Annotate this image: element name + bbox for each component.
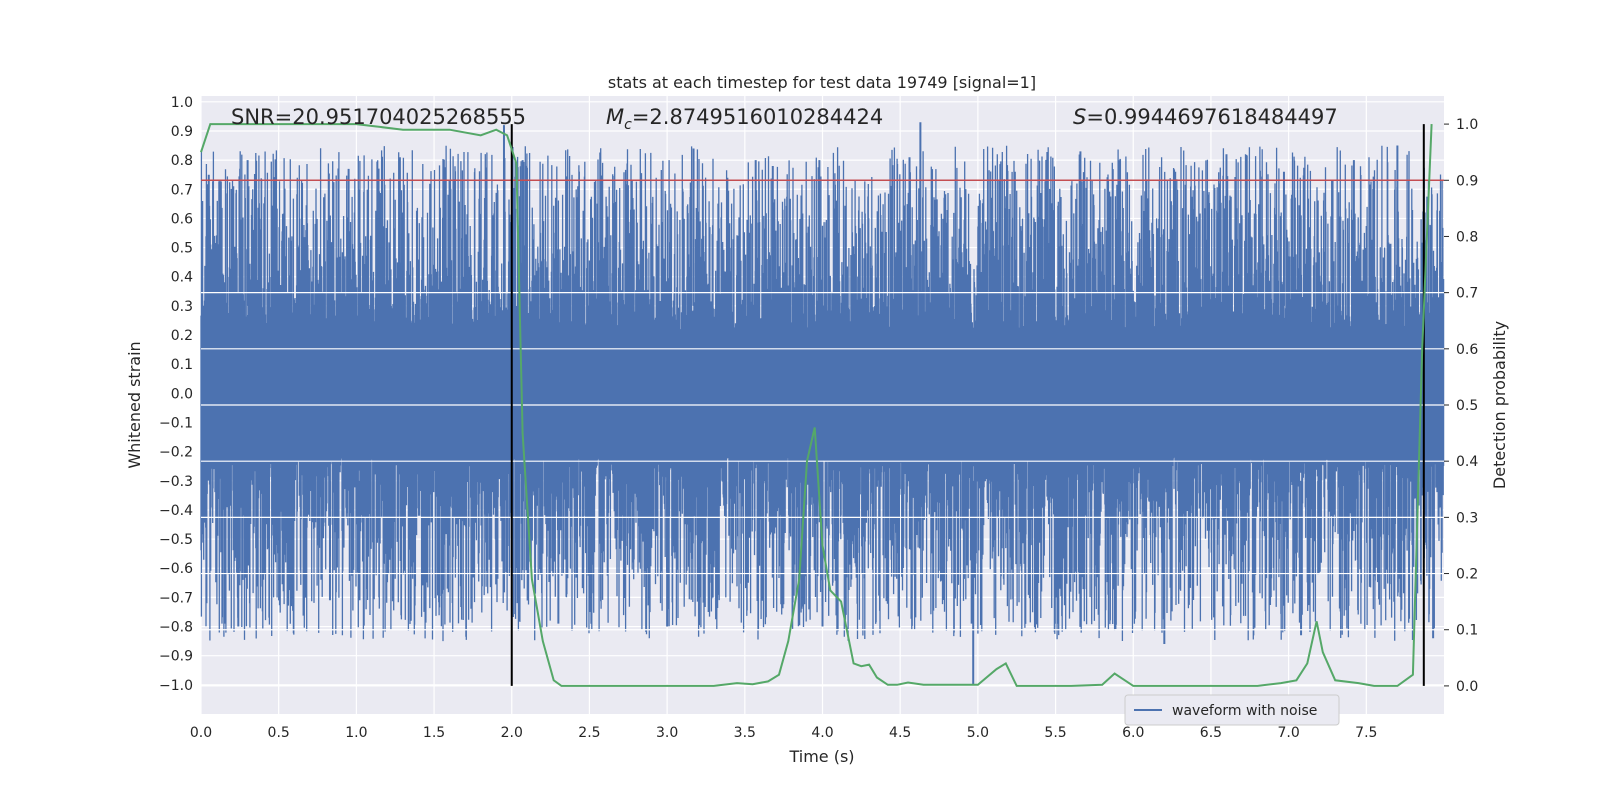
y2-tick-label: 0.8 xyxy=(1456,229,1478,245)
y-tick-label: −0.2 xyxy=(159,445,193,461)
x-tick-label: 5.0 xyxy=(967,725,989,741)
y2-tick-label: 0.6 xyxy=(1456,342,1478,358)
x-tick-label: 7.5 xyxy=(1355,725,1377,741)
y2-tick-label: 1.0 xyxy=(1456,117,1478,133)
y-tick-label: −0.1 xyxy=(159,415,193,431)
y-tick-label: −0.9 xyxy=(159,649,193,665)
probability-series xyxy=(200,123,1433,687)
x-tick-label: 1.0 xyxy=(345,725,367,741)
y-axis-ticks: 1.0 0.9 0.8 0.7 0.6 0.5 0.4 0.3 0.2 0.1 0.0 −0.1 −0.… xyxy=(159,95,193,694)
y2-tick-label: 0.4 xyxy=(1456,454,1478,470)
y2-tick-label: 0.5 xyxy=(1456,398,1478,414)
x-tick-label: 5.5 xyxy=(1044,725,1066,741)
y-tick-label: −0.8 xyxy=(159,620,193,636)
y2-axis-label: Detection probability xyxy=(1490,321,1509,489)
x-tick-label: 3.5 xyxy=(734,725,756,741)
x-tick-label: 4.0 xyxy=(811,725,833,741)
x-tick-label: 6.5 xyxy=(1200,725,1222,741)
y-axis-label: Whitened strain xyxy=(125,341,144,468)
y2-tick-label: 0.7 xyxy=(1456,286,1478,302)
y-tick-label: 0.6 xyxy=(171,211,193,227)
s-value: =0.9944697618484497 xyxy=(1086,105,1337,129)
mc-value: =2.8749516010284424 xyxy=(632,105,883,129)
x-tick-label: 0.0 xyxy=(190,725,212,741)
y-tick-label: −0.7 xyxy=(159,590,193,606)
y-tick-label: −0.4 xyxy=(159,503,193,519)
y-tick-label: 1.0 xyxy=(171,95,193,111)
y2-tick-label: 0.2 xyxy=(1456,567,1478,583)
y-tick-label: −0.3 xyxy=(159,474,193,490)
y-tick-label: 0.5 xyxy=(171,241,193,257)
y-tick-label: 0.8 xyxy=(171,153,193,169)
y-tick-label: 0.9 xyxy=(171,124,193,140)
y2-tick-label: 0.0 xyxy=(1456,679,1478,695)
x-axis-label: Time (s) xyxy=(788,747,854,766)
s-symbol: S xyxy=(1073,105,1086,129)
y-tick-label: 0.0 xyxy=(171,386,193,402)
y-tick-label: −0.6 xyxy=(159,561,193,577)
y2-tick-label: 0.3 xyxy=(1456,510,1478,526)
x-tick-label: 4.5 xyxy=(889,725,911,741)
x-tick-label: 3.0 xyxy=(656,725,678,741)
snr-annotation: SNR=20.951704025268555 xyxy=(231,105,526,129)
x-tick-label: 7.0 xyxy=(1277,725,1299,741)
waveform-body xyxy=(200,145,1445,642)
x-tick-label: 1.5 xyxy=(423,725,445,741)
waveform-series xyxy=(200,122,1445,687)
y-tick-label: −0.5 xyxy=(159,532,193,548)
legend-box xyxy=(1124,694,1340,726)
x-axis-ticks: 0.0 0.5 1.0 1.5 2.0 2.5 3.0 3.5 4.0 4.5 5.0 5.5 6.0 6… xyxy=(190,725,1378,741)
y-tick-label: 0.4 xyxy=(171,270,193,286)
y2-tick-label: 0.1 xyxy=(1456,623,1478,639)
x-tick-label: 6.0 xyxy=(1122,725,1144,741)
x-tick-label: 2.5 xyxy=(578,725,600,741)
y-tick-label: −1.0 xyxy=(159,678,193,694)
mc-annotation: Mc=2.8749516010284424 xyxy=(606,105,883,133)
s-annotation: S=0.9944697618484497 xyxy=(1073,105,1338,129)
legend: waveform with noise xyxy=(1124,694,1340,726)
mc-symbol: M xyxy=(606,105,624,129)
y-tick-label: 0.3 xyxy=(171,299,193,315)
y-tick-label: 0.7 xyxy=(171,182,193,198)
x-tick-label: 0.5 xyxy=(268,725,290,741)
y-tick-label: 0.2 xyxy=(171,328,193,344)
x-tick-label: 2.0 xyxy=(501,725,523,741)
mc-subscript: c xyxy=(624,117,632,133)
y2-tick-label: 0.9 xyxy=(1456,173,1478,189)
y-tick-label: 0.1 xyxy=(171,357,193,373)
y2-axis-ticks: 1.0 0.9 0.8 0.7 0.6 0.5 0.4 0.3 0.2 0.1 0.0 xyxy=(1444,117,1478,695)
chart-title: stats at each timestep for test data 197… xyxy=(608,73,1036,92)
legend-label: waveform with noise xyxy=(1172,703,1317,719)
